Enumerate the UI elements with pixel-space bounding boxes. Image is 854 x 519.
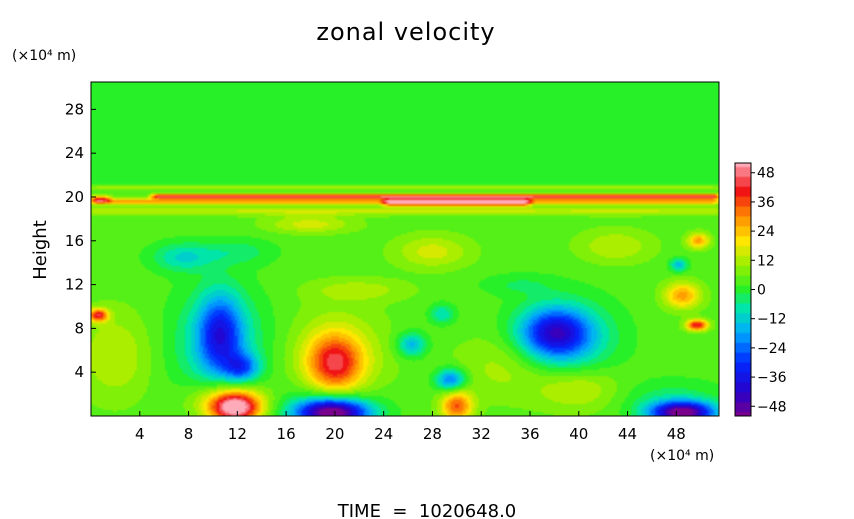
x-axis: 4 8 12 16 20 24 28 32 36 40 44 48 — [135, 411, 686, 443]
colorbar-tick-label: 36 — [757, 195, 775, 211]
colorbar-tick-label: −48 — [757, 399, 787, 415]
x-tick-label: 12 — [228, 425, 247, 443]
x-tick-label: 48 — [667, 425, 686, 443]
y-tick-label: 24 — [65, 144, 84, 162]
y-tick-label: 12 — [65, 276, 84, 294]
colorbar-tick-label: 48 — [757, 166, 775, 182]
y-tick-label: 4 — [74, 363, 84, 381]
colorbar-tick-label: −12 — [757, 312, 787, 328]
y-tick-label: 8 — [74, 319, 84, 337]
y-axis: 4 8 12 16 20 24 28 — [65, 100, 96, 381]
x-tick-label: 20 — [325, 425, 344, 443]
colorbar-ticks: 48 36 24 12 0 −12 −24 −36 −48 — [751, 166, 787, 415]
x-tick-label: 16 — [277, 425, 296, 443]
colorbar-gradient — [735, 163, 751, 416]
plot-frame — [90, 81, 720, 417]
colorbar-tick-label: −24 — [757, 341, 787, 357]
y-axis-unit: (×10⁴ m) — [12, 48, 76, 64]
time-label: TIME = 1020648.0 — [337, 501, 517, 519]
x-tick-label: 44 — [618, 425, 637, 443]
x-tick-label: 28 — [423, 425, 442, 443]
x-tick-label: 36 — [520, 425, 539, 443]
x-axis-unit: (×10⁴ m) — [650, 448, 714, 464]
colorbar: 48 36 24 12 0 −12 −24 −36 −48 — [734, 162, 787, 417]
colorbar-tick-label: 0 — [757, 283, 766, 299]
x-tick-label: 4 — [135, 425, 145, 443]
colorbar-tick-label: 24 — [757, 224, 775, 240]
x-tick-label: 8 — [184, 425, 194, 443]
y-tick-label: 20 — [65, 188, 84, 206]
colorbar-tick-label: 12 — [757, 253, 775, 269]
colorbar-tick-label: −36 — [757, 370, 787, 386]
y-tick-label: 16 — [65, 232, 84, 250]
y-tick-label: 28 — [65, 100, 84, 118]
velocity-field — [91, 82, 719, 416]
y-axis-label: Height — [30, 220, 51, 280]
x-tick-label: 32 — [472, 425, 491, 443]
chart-title: zonal velocity — [316, 18, 495, 46]
x-tick-label: 24 — [374, 425, 393, 443]
x-tick-label: 40 — [569, 425, 588, 443]
